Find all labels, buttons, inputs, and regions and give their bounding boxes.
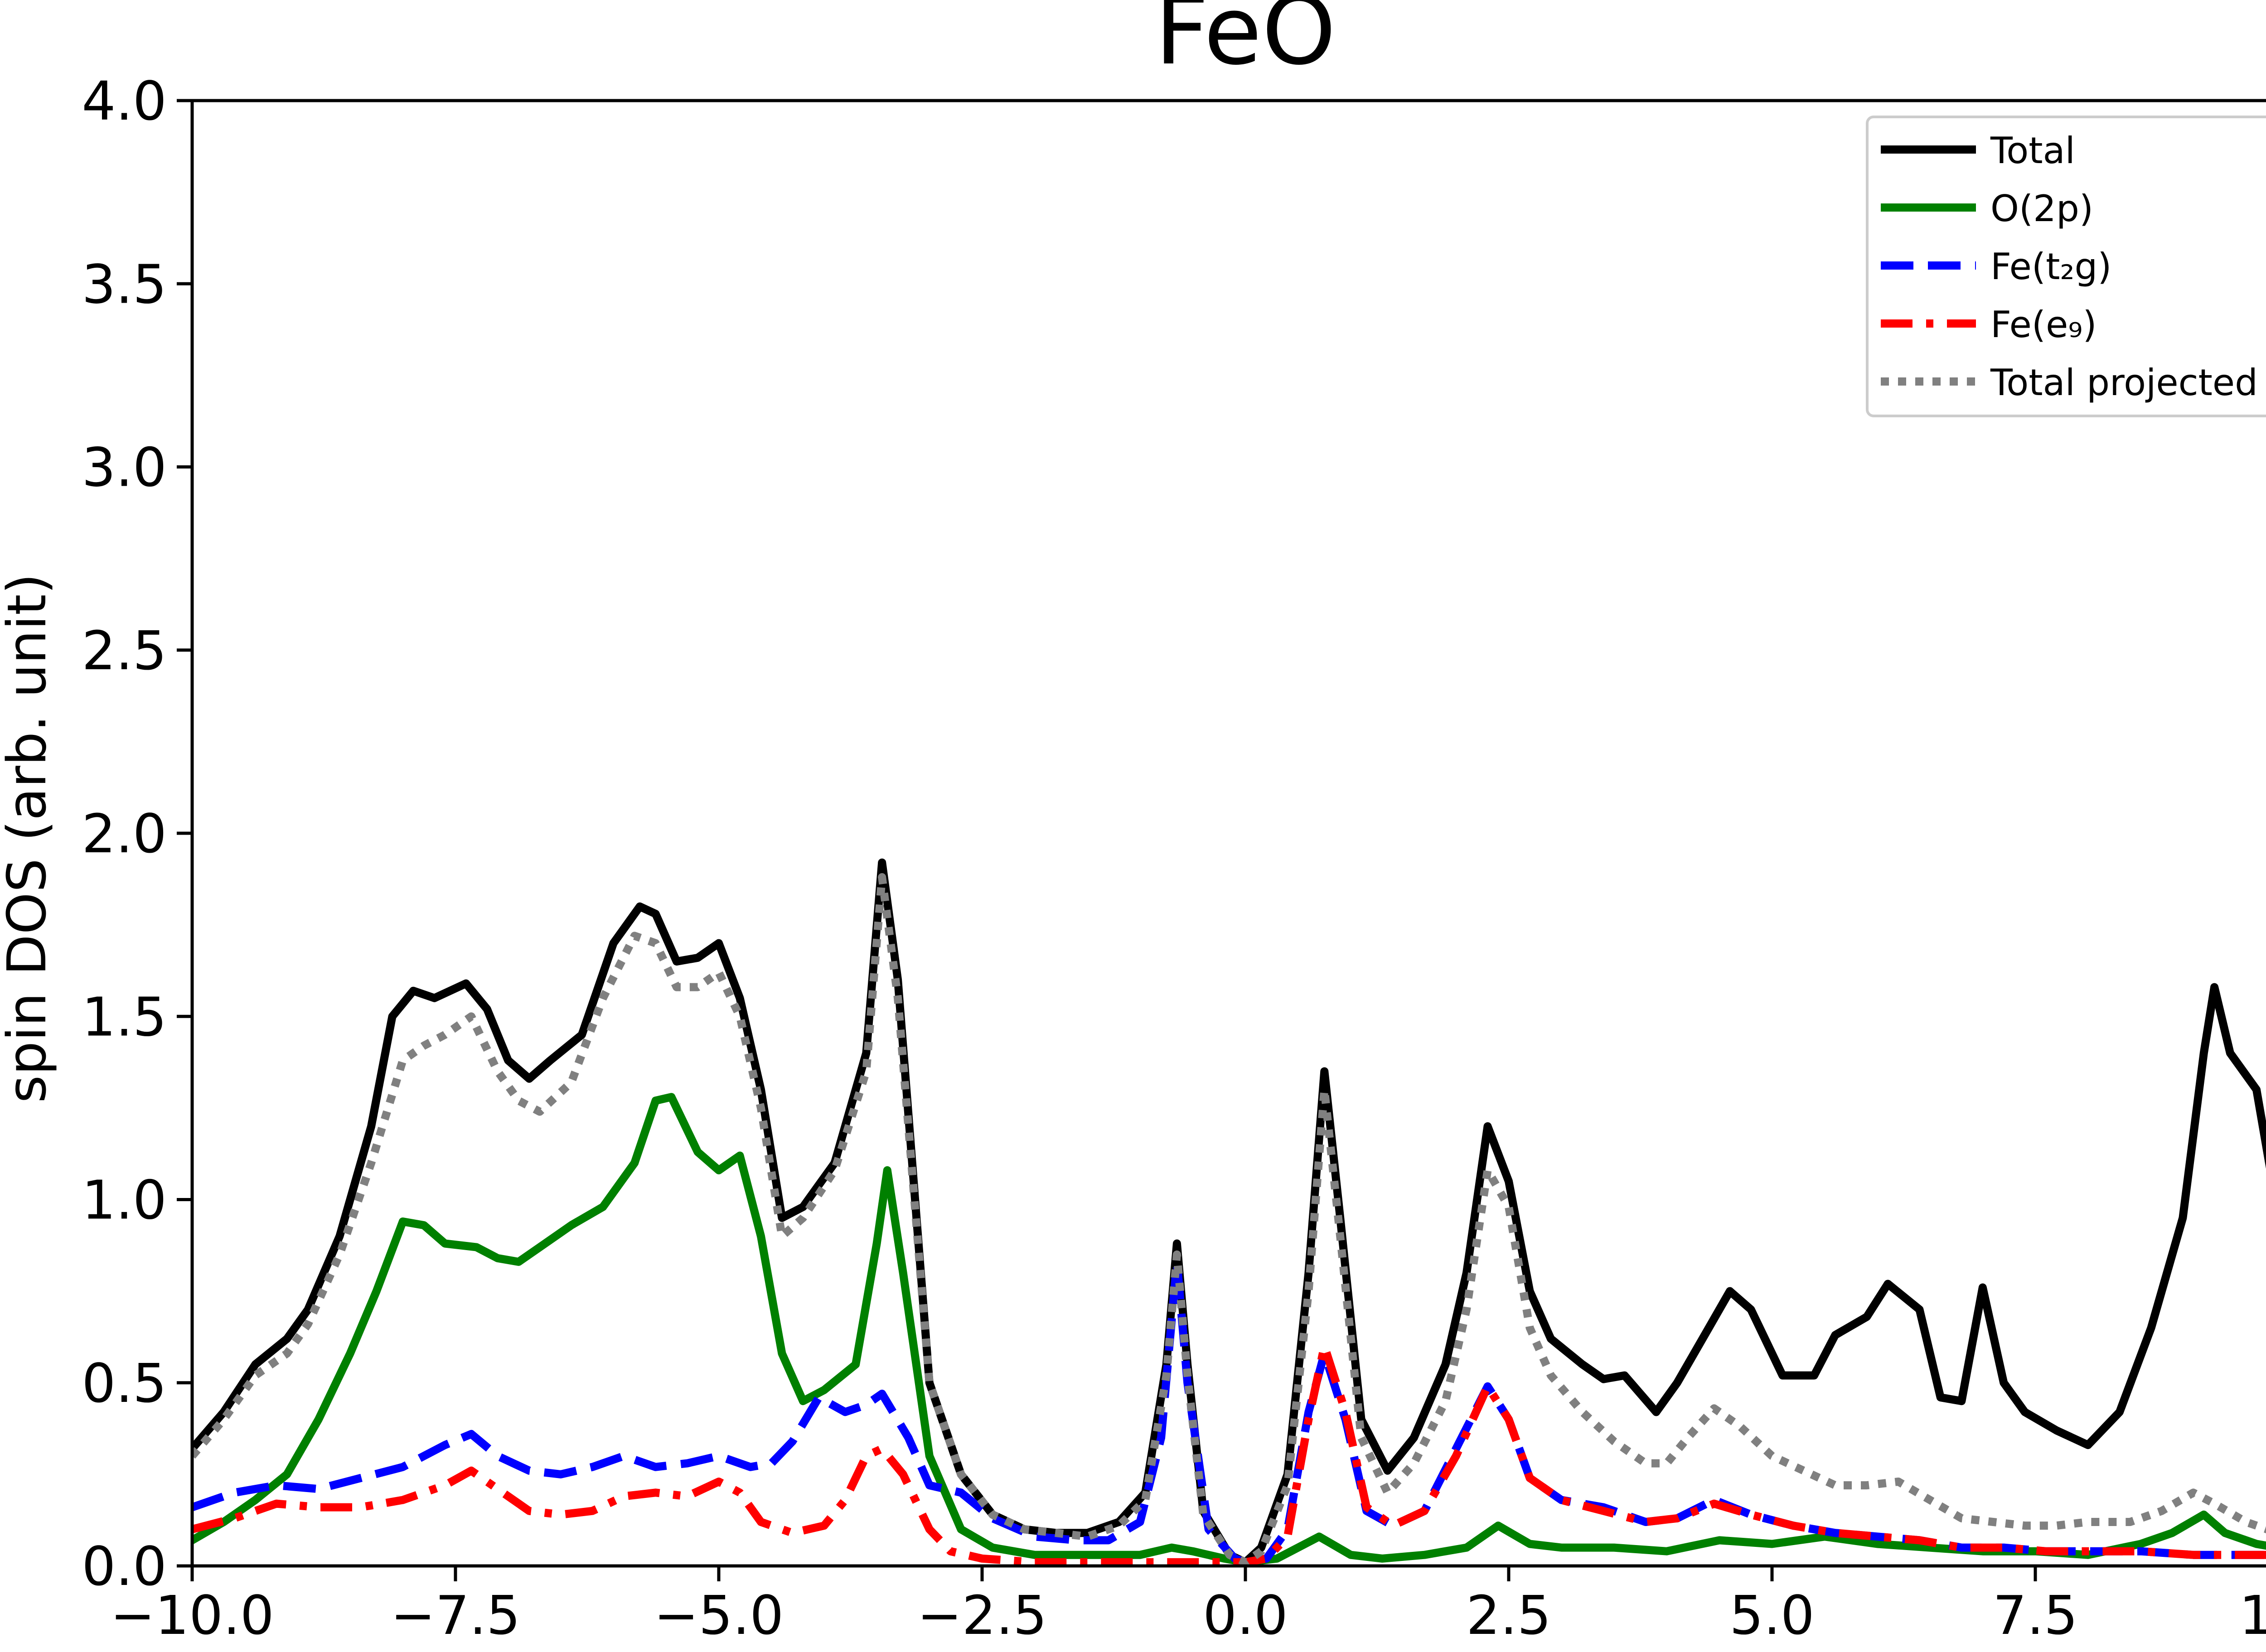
x-tick-label: −10.0 <box>110 1584 274 1647</box>
y-tick-label: 4.0 <box>82 70 167 132</box>
legend-label: Fe(e₉) <box>1990 304 2097 346</box>
x-tick-label: −5.0 <box>654 1584 784 1647</box>
y-tick-label: 0.0 <box>82 1535 167 1598</box>
series-line-o-2p <box>192 1093 2266 1566</box>
series-layer <box>192 858 2266 1566</box>
y-tick-label: 2.0 <box>82 802 167 865</box>
chart-title: FeO <box>1155 0 1336 86</box>
legend-label: Fe(t₂g) <box>1990 246 2112 288</box>
legend-box <box>1866 116 2266 417</box>
y-axis-ticks: 0.0 0.5 1.0 1.5 2.0 2.5 3.0 3.5 4.0 <box>82 70 192 1598</box>
x-tick-label: 2.5 <box>1466 1584 1551 1647</box>
y-tick-label: 1.5 <box>82 985 167 1048</box>
y-tick-label: 3.0 <box>82 436 167 499</box>
series-line-total-projected <box>192 873 2266 1566</box>
legend-label: O(2p) <box>1990 188 2093 230</box>
y-axis-label: spin DOS (arb. unit) <box>0 573 58 1103</box>
legend-label: Total <box>1990 130 2075 172</box>
x-tick-label: 7.5 <box>1993 1584 2078 1647</box>
y-tick-label: 3.5 <box>82 253 167 315</box>
y-tick-label: 2.5 <box>82 619 167 682</box>
series-line-total <box>192 858 2266 1566</box>
x-tick-label: 10.0 <box>2239 1584 2266 1647</box>
legend: Total O(2p) Fe(t₂g) Fe(e₉) Total projected <box>1866 116 2266 417</box>
x-tick-label: −7.5 <box>391 1584 521 1647</box>
y-tick-label: 0.5 <box>82 1352 167 1415</box>
x-axis-ticks: −10.0 −7.5 −5.0 −2.5 0.0 2.5 5.0 7.5 10.0 <box>110 1566 2266 1647</box>
x-tick-label: 5.0 <box>1729 1584 1815 1647</box>
x-tick-label: 0.0 <box>1203 1584 1288 1647</box>
x-tick-label: −2.5 <box>917 1584 1047 1647</box>
legend-label: Total projected <box>1990 362 2258 404</box>
y-tick-label: 1.0 <box>82 1169 167 1232</box>
